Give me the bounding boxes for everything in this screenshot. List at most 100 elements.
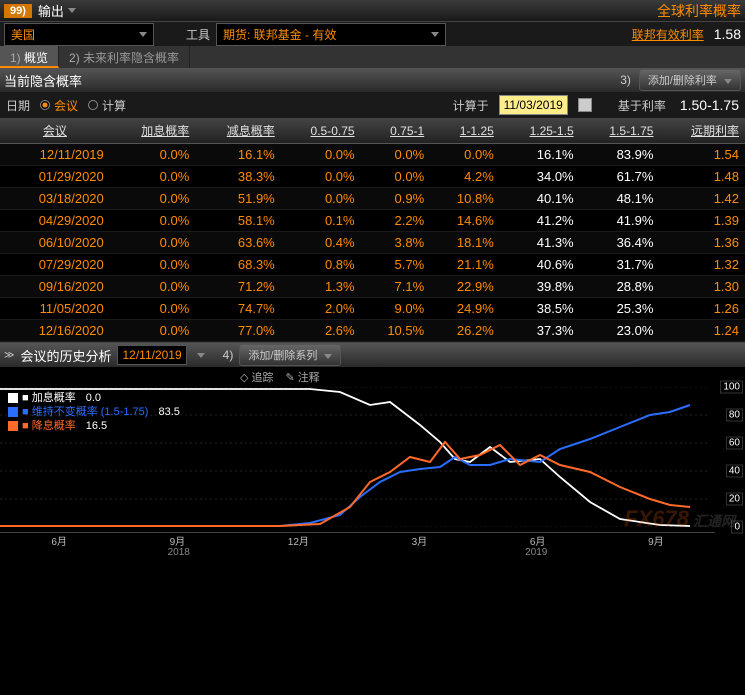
col-header[interactable]: 加息概率 <box>110 118 195 144</box>
cell: 0.0% <box>110 254 195 276</box>
cell: 04/29/2020 <box>0 210 110 232</box>
track-tool[interactable]: ◇ 追踪 <box>240 369 273 385</box>
table-row[interactable]: 01/29/20200.0%38.3%0.0%0.0%4.2%34.0%61.7… <box>0 166 745 188</box>
cell: 10.8% <box>430 188 500 210</box>
x-tick: 3月 <box>412 533 428 544</box>
calendar-icon[interactable] <box>578 98 592 112</box>
cell: 24.9% <box>430 298 500 320</box>
cell: 2.6% <box>281 320 361 342</box>
cell: 61.7% <box>580 166 660 188</box>
cell: 0.0% <box>281 166 361 188</box>
eff-rate-value: 1.58 <box>714 26 741 42</box>
cell: 1.26 <box>659 298 745 320</box>
col-header[interactable]: 0.5-0.75 <box>281 118 361 144</box>
cell: 39.8% <box>500 276 580 298</box>
tab-item[interactable]: 1) 概览 <box>0 46 59 68</box>
cell: 0.0% <box>361 144 431 166</box>
expand-up-icon[interactable]: ≫ <box>4 350 14 361</box>
tab-item[interactable]: 2) 未来利率隐含概率 <box>59 46 190 68</box>
cell: 41.2% <box>500 210 580 232</box>
x-tick: 9月 <box>648 533 664 544</box>
cmd-code[interactable]: 99) <box>4 4 32 18</box>
cell: 2.0% <box>281 298 361 320</box>
cell: 0.0% <box>110 232 195 254</box>
annotate-tool[interactable]: ✎ 注释 <box>285 369 319 385</box>
cell: 11/05/2020 <box>0 298 110 320</box>
radio-calc[interactable]: 计算 <box>88 97 126 114</box>
section-header: 当前隐含概率 3) 添加/删除利率 <box>0 68 745 92</box>
cell: 0.0% <box>110 276 195 298</box>
cell: 63.6% <box>195 232 280 254</box>
cell: 16.1% <box>195 144 280 166</box>
chevron-down-icon <box>431 32 439 37</box>
x-tick: 12月 <box>288 533 309 544</box>
table-body: 12/11/20190.0%16.1%0.0%0.0%0.0%16.1%83.9… <box>0 144 745 342</box>
table-row[interactable]: 07/29/20200.0%68.3%0.8%5.7%21.1%40.6%31.… <box>0 254 745 276</box>
add-remove-rate-button[interactable]: 添加/删除利率 <box>639 69 741 91</box>
table-row[interactable]: 03/18/20200.0%51.9%0.0%0.9%10.8%40.1%48.… <box>0 188 745 210</box>
country-select[interactable]: 美国 <box>4 23 154 46</box>
watermark: FX678汇通网 <box>624 506 735 532</box>
cell: 1.24 <box>659 320 745 342</box>
chart-section: ≫ 会议的历史分析 12/11/2019 4) 添加/删除系列 ◇ 追踪 ✎ 注… <box>0 342 745 562</box>
col-header[interactable]: 减息概率 <box>195 118 280 144</box>
x-axis-years: 20182019 <box>0 547 715 558</box>
legend-item: ■ 加息概率0.0 <box>8 391 180 405</box>
futures-value: 期货: 联邦基金 - 有效 <box>223 26 336 43</box>
cell: 0.1% <box>281 210 361 232</box>
calc-date-input[interactable]: 11/03/2019 <box>499 95 568 115</box>
chart-action-num: 4) <box>223 348 234 362</box>
radio-calc-label: 计算 <box>102 97 126 114</box>
col-header[interactable]: 1.5-1.75 <box>580 118 660 144</box>
cell: 0.0% <box>430 144 500 166</box>
futures-select[interactable]: 期货: 联邦基金 - 有效 <box>216 23 446 46</box>
chart-legend: ■ 加息概率0.0■ 维持不变概率 (1.5-1.75)83.5■ 降息概率16… <box>8 391 180 433</box>
cell: 51.9% <box>195 188 280 210</box>
chevron-down-icon <box>139 32 147 37</box>
table-row[interactable]: 12/11/20190.0%16.1%0.0%0.0%0.0%16.1%83.9… <box>0 144 745 166</box>
output-label: 输出 <box>38 1 64 20</box>
cell: 1.32 <box>659 254 745 276</box>
cell: 31.7% <box>580 254 660 276</box>
cell: 5.7% <box>361 254 431 276</box>
radio-meeting[interactable]: 会议 <box>40 97 78 114</box>
cell: 1.36 <box>659 232 745 254</box>
cell: 0.4% <box>281 232 361 254</box>
calc-asof-label: 计算于 <box>453 97 489 114</box>
col-header[interactable]: 0.75-1 <box>361 118 431 144</box>
chart-header: ≫ 会议的历史分析 12/11/2019 4) 添加/删除系列 <box>0 343 745 367</box>
radio-dot-on-icon <box>40 100 50 110</box>
cell: 41.3% <box>500 232 580 254</box>
cell: 40.6% <box>500 254 580 276</box>
section-title: 当前隐含概率 <box>4 71 82 90</box>
col-header[interactable]: 1-1.25 <box>430 118 500 144</box>
legend-item: ■ 维持不变概率 (1.5-1.75)83.5 <box>8 405 180 419</box>
top-bar: 99) 输出 全球利率概率 <box>0 0 745 22</box>
chart-date-input[interactable]: 12/11/2019 <box>117 345 186 365</box>
cell: 2.2% <box>361 210 431 232</box>
col-header[interactable]: 会议 <box>0 118 110 144</box>
chevron-down-icon[interactable] <box>197 353 205 358</box>
cell: 26.2% <box>430 320 500 342</box>
cell: 34.0% <box>500 166 580 188</box>
cell: 23.0% <box>580 320 660 342</box>
output-dropdown-icon[interactable] <box>68 8 76 13</box>
table-row[interactable]: 04/29/20200.0%58.1%0.1%2.2%14.6%41.2%41.… <box>0 210 745 232</box>
radio-dot-off-icon <box>88 100 98 110</box>
table-row[interactable]: 09/16/20200.0%71.2%1.3%7.1%22.9%39.8%28.… <box>0 276 745 298</box>
col-header[interactable]: 远期利率 <box>659 118 745 144</box>
table-row[interactable]: 12/16/20200.0%77.0%2.6%10.5%26.2%37.3%23… <box>0 320 745 342</box>
cell: 07/29/2020 <box>0 254 110 276</box>
eff-rate-link[interactable]: 联邦有效利率 <box>632 26 704 43</box>
cell: 38.3% <box>195 166 280 188</box>
y-tick: 60 <box>726 437 743 450</box>
cell: 38.5% <box>500 298 580 320</box>
cell: 0.0% <box>281 144 361 166</box>
x-tick: 9月 <box>170 533 186 544</box>
rates-table: 会议加息概率减息概率0.5-0.750.75-11-1.251.25-1.51.… <box>0 118 745 342</box>
add-remove-series-button[interactable]: 添加/删除系列 <box>239 344 341 366</box>
col-header[interactable]: 1.25-1.5 <box>500 118 580 144</box>
table-row[interactable]: 06/10/20200.0%63.6%0.4%3.8%18.1%41.3%36.… <box>0 232 745 254</box>
table-row[interactable]: 11/05/20200.0%74.7%2.0%9.0%24.9%38.5%25.… <box>0 298 745 320</box>
cell: 0.8% <box>281 254 361 276</box>
